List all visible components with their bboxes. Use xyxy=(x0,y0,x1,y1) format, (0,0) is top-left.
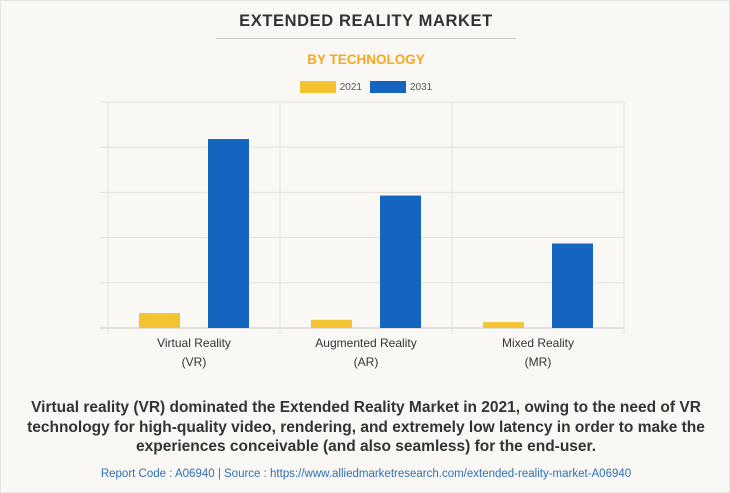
legend-swatch-2031 xyxy=(370,81,406,93)
x-tick-label: (MR) xyxy=(525,355,552,369)
x-tick-label: (VR) xyxy=(182,355,207,369)
x-tick-label: Mixed Reality xyxy=(502,336,574,350)
legend-item-2031[interactable]: 2031 xyxy=(370,81,432,93)
legend: 2021 2031 xyxy=(1,81,730,93)
bar-2021-2 xyxy=(483,322,524,328)
x-tick-label: (AR) xyxy=(354,355,379,369)
legend-swatch-2021 xyxy=(299,81,336,93)
bar-2031-1 xyxy=(380,195,421,328)
bar-2031-0 xyxy=(208,139,249,328)
legend-label-2031: 2031 xyxy=(410,81,433,93)
x-tick-label: Augmented Reality xyxy=(315,336,416,350)
bar-2031-2 xyxy=(552,243,593,328)
bar-2021-0 xyxy=(139,313,180,328)
x-tick-label: Virtual Reality xyxy=(157,336,231,350)
legend-label-2021: 2021 xyxy=(339,81,362,93)
source-footer[interactable]: Report Code : A06940 | Source : https://… xyxy=(100,468,632,480)
chart-title: EXTENDED REALITY MARKET xyxy=(239,12,493,30)
legend-item-2021[interactable]: 2021 xyxy=(299,81,362,93)
bar-2021-1 xyxy=(311,319,352,328)
chart-subtitle: BY TECHNOLOGY xyxy=(307,52,425,67)
title-divider xyxy=(216,38,516,39)
bar-chart: Virtual Reality (VR) Augmented Reality (AR)… xyxy=(100,101,625,369)
chart-caption: Virtual reality (VR) dominated the Exten… xyxy=(27,399,705,455)
